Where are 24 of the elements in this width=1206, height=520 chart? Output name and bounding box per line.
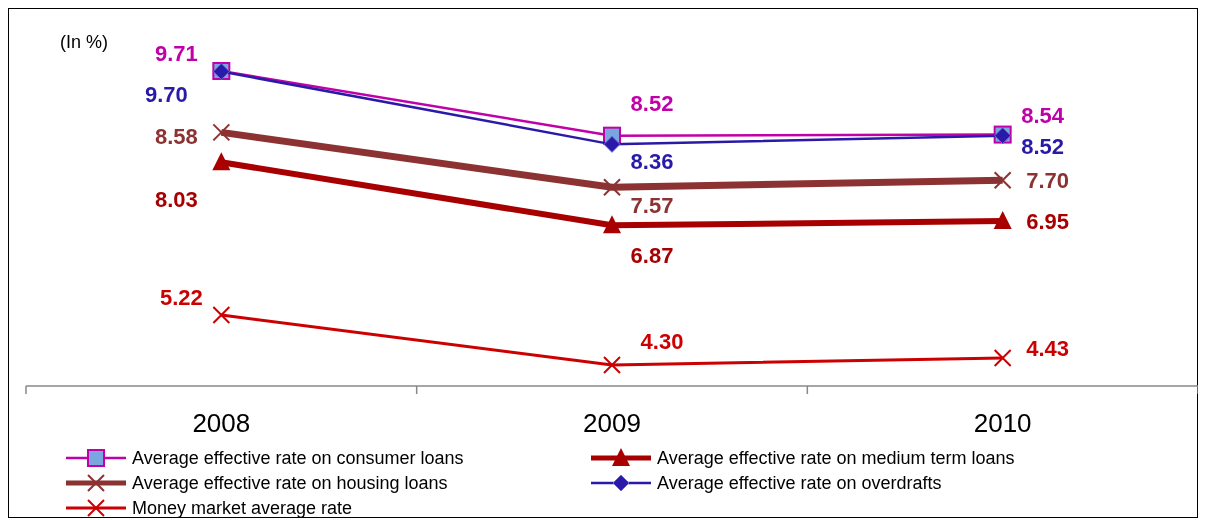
legend-label: Average effective rate on overdrafts — [657, 473, 942, 493]
data-label: 8.36 — [630, 149, 674, 175]
legend-label: Average effective rate on housing loans — [132, 473, 448, 493]
x-tick-label: 2009 — [583, 408, 641, 438]
data-label: 4.30 — [640, 329, 684, 354]
text: (In %) — [60, 32, 109, 52]
legend-label: Money market average rate — [132, 498, 353, 518]
data-label: 6.87 — [630, 243, 674, 269]
x-tick-label: 2010 — [973, 408, 1032, 438]
data-label: 4.43 — [1026, 335, 1070, 361]
data-label: 9.71 — [154, 41, 198, 66]
legend-label: Average effective rate on consumer loans — [132, 448, 464, 468]
data-label: 8.52 — [1021, 133, 1065, 159]
data-label: 8.58 — [154, 124, 198, 150]
legend-label: Average effective rate on medium term loans — [657, 448, 1015, 468]
data-label: 7.57 — [630, 193, 674, 219]
data-label: 7.70 — [1026, 168, 1070, 194]
data-label: 5.22 — [159, 285, 203, 310]
data-label: 6.95 — [1026, 208, 1070, 234]
data-label: 8.52 — [630, 90, 674, 116]
data-label: 8.54 — [1021, 102, 1065, 128]
data-label: 8.03 — [154, 187, 198, 213]
data-label: 9.70 — [144, 81, 188, 107]
x-tick-label: 2008 — [192, 408, 251, 438]
